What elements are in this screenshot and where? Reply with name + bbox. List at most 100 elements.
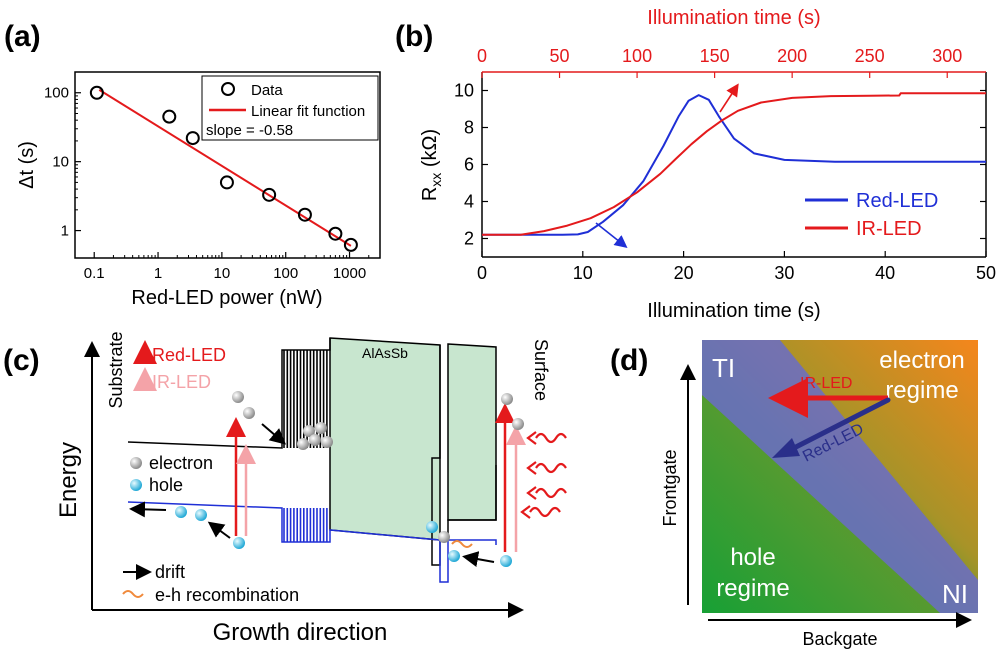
x-tick-label: 30 bbox=[774, 263, 794, 283]
panel-a: (a) 0.1 1 10 100 1000 1 10 100 Red-LED power (n… bbox=[4, 20, 381, 309]
barrier-alassb bbox=[329, 337, 441, 541]
panel-a-ylabel: Δt (s) bbox=[16, 141, 38, 189]
x-tick-label: 1 bbox=[154, 265, 162, 282]
valence-band bbox=[127, 501, 441, 543]
legend-hole-dot bbox=[130, 479, 142, 491]
legend-red-led-label: Red-LED bbox=[856, 190, 938, 212]
data-point bbox=[162, 109, 177, 124]
electrons bbox=[232, 391, 524, 543]
data-point bbox=[219, 175, 234, 190]
panel-d-label: (d) bbox=[610, 344, 648, 377]
electron-dot bbox=[321, 436, 333, 448]
panel-d-ylabel: Frontgate bbox=[660, 449, 680, 526]
x-tick-label: 0.1 bbox=[84, 265, 105, 282]
y-tick-label: 2 bbox=[464, 229, 474, 249]
electron-regime-line2: regime bbox=[885, 377, 958, 404]
drift-arrow bbox=[462, 551, 495, 567]
electron-dot bbox=[512, 418, 524, 430]
panel-a-xlabel: Red-LED power (nW) bbox=[131, 287, 322, 309]
y-tick-label: 8 bbox=[464, 118, 474, 138]
legend-electron-dot bbox=[130, 457, 142, 469]
y-tick-label: 6 bbox=[464, 155, 474, 175]
panel-c-label: (c) bbox=[3, 344, 40, 377]
hole-dot bbox=[233, 537, 245, 549]
legend-recombination-label: e-h recombination bbox=[155, 585, 299, 605]
hole-regime-line2: regime bbox=[716, 575, 789, 602]
substrate-label: Substrate bbox=[106, 331, 126, 408]
ylabel-unit: (kΩ) bbox=[419, 129, 441, 173]
y-tick-label: 1 bbox=[61, 223, 69, 240]
ir-led-arrow-label: IR-LED bbox=[800, 375, 852, 392]
barrier-cap bbox=[447, 343, 497, 521]
x-tick-label: 10 bbox=[214, 265, 231, 282]
x2-tick-label: 150 bbox=[700, 46, 730, 66]
arrow-red-to-bottom-axis bbox=[595, 222, 628, 248]
x2-tick-label: 300 bbox=[932, 46, 962, 66]
panel-a-marks bbox=[89, 85, 358, 252]
panel-d: (d) Frontgate Backgate TI NI electron re… bbox=[610, 340, 978, 649]
light-wave-head bbox=[526, 461, 537, 475]
panel-b-label: (b) bbox=[395, 20, 433, 53]
panel-c-xlabel: Growth direction bbox=[213, 619, 388, 646]
y-tick-label: 10 bbox=[454, 81, 474, 101]
x-tick-label: 20 bbox=[674, 263, 694, 283]
hole-dot bbox=[448, 550, 460, 562]
legend-drift-label: drift bbox=[155, 562, 185, 582]
electron-dot bbox=[243, 407, 255, 419]
data-point bbox=[89, 85, 104, 100]
superlattice-valence bbox=[283, 508, 328, 542]
ti-label: TI bbox=[712, 353, 735, 383]
drift-arrow bbox=[261, 423, 287, 445]
drift-arrow bbox=[129, 501, 167, 518]
panel-a-legend: Data Linear fit function slope = -0.58 bbox=[201, 75, 379, 141]
ylabel-main: R bbox=[419, 187, 441, 201]
data-point bbox=[297, 207, 312, 222]
light-wave bbox=[535, 487, 567, 499]
series-line-ir-led bbox=[482, 92, 986, 236]
x2-tick-label: 0 bbox=[477, 46, 487, 66]
recombination-squiggle bbox=[451, 540, 473, 548]
electron-dot bbox=[297, 438, 309, 450]
red-led-arrow bbox=[787, 397, 891, 453]
panel-b-top-xlabel: Illumination time (s) bbox=[647, 7, 820, 29]
panel-b-xlabel: Illumination time (s) bbox=[647, 300, 820, 322]
hole-dot bbox=[500, 555, 512, 567]
legend-ir-led-label: IR-LED bbox=[856, 218, 922, 240]
electron-dot bbox=[232, 391, 244, 403]
panel-a-label: (a) bbox=[4, 20, 41, 53]
x-tick-label: 40 bbox=[875, 263, 895, 283]
x-tick-label: 0 bbox=[477, 263, 487, 283]
legend-fit-label: Linear fit function bbox=[251, 103, 365, 120]
panel-b: (b) Illumination time (s) 0 10 20 30 40 500 50… bbox=[395, 7, 996, 322]
data-point bbox=[328, 226, 343, 241]
barrier-label: AlAsSb bbox=[362, 345, 408, 361]
x-tick-label: 1000 bbox=[333, 265, 366, 282]
legend-slope: slope = -0.58 bbox=[206, 122, 293, 139]
x2-tick-label: 50 bbox=[550, 46, 570, 66]
x2-tick-label: 200 bbox=[777, 46, 807, 66]
drift-arrow bbox=[207, 521, 231, 539]
light-wave bbox=[529, 506, 561, 518]
electron-dot bbox=[501, 393, 513, 405]
y-tick-label: 100 bbox=[44, 85, 69, 102]
electron-dot bbox=[303, 425, 315, 437]
conduction-band bbox=[127, 338, 331, 449]
x-tick-label: 100 bbox=[273, 265, 298, 282]
electron-dot bbox=[309, 434, 321, 446]
ni-label: NI bbox=[942, 579, 968, 609]
hole-dot bbox=[175, 506, 187, 518]
panel-a-ticks: 0.1 1 10 100 1000 1 10 100 bbox=[44, 71, 381, 282]
hole-dot bbox=[195, 509, 207, 521]
legend-hole-label: hole bbox=[149, 475, 183, 495]
legend-data-marker bbox=[221, 82, 235, 96]
light-wave bbox=[535, 432, 567, 444]
legend-red-label: Red-LED bbox=[152, 345, 226, 365]
x-tick-label: 10 bbox=[573, 263, 593, 283]
panel-b-marks bbox=[482, 92, 986, 236]
hole-regime-line1: hole bbox=[730, 544, 775, 571]
surface-label: Surface bbox=[531, 339, 551, 401]
data-point bbox=[343, 237, 358, 252]
data-point bbox=[262, 187, 277, 202]
